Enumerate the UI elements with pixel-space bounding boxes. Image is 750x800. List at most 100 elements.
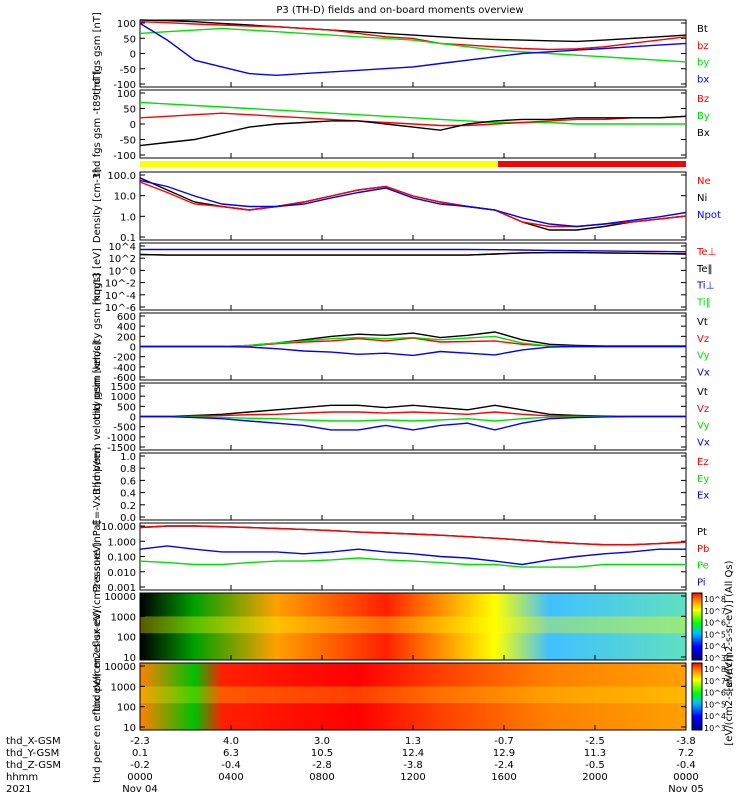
footer-value: 1600 — [491, 772, 516, 783]
legend-entry: bx — [697, 74, 709, 85]
panel-1: 100 50 0 -50 -100 thd fgs gsm [nT] Bt bz by bx — [92, 12, 709, 95]
series-line-Pt — [139, 525, 687, 546]
footer-value: 0800 — [309, 772, 334, 783]
legend-entry: Ti⊥ — [696, 281, 714, 292]
y-tick-label: 0.100 — [107, 553, 136, 564]
y-tick-label: -400 — [113, 363, 136, 374]
y-axis-label: thd peer en eflux eV/(cm2-s-sr-eV) — [92, 610, 103, 783]
series-line-bx — [139, 22, 687, 77]
y-tick-label: 1.000 — [107, 537, 136, 548]
series-line-by — [139, 27, 687, 63]
y-tick-label: 0.0 — [120, 513, 136, 524]
y-tick-label: 10.0 — [114, 192, 136, 203]
colorbar-tick-label: 10^5 — [704, 630, 726, 639]
colorbar-tick-label: 10^3 — [704, 654, 726, 663]
footer-value: -0.7 — [494, 736, 514, 747]
footer-row-label: hhmm — [6, 772, 38, 783]
footer-value: 11.3 — [584, 748, 606, 759]
y-tick-label: 10^4 — [109, 242, 136, 253]
panel-2: 100 50 0 -50 -100 thd fgs gsm -t89 [nT] Bz By Bx — [92, 71, 710, 177]
y-tick-label: 10 — [123, 653, 136, 664]
legend-entry: Pb — [697, 544, 709, 555]
y-axis-label: thd peir en eflux eV/(cm2-s-sr-eV) — [92, 542, 103, 711]
y-tick-label: 0 — [130, 120, 136, 131]
y-tick-label: 10.000 — [101, 522, 136, 533]
y-tick-label: -50 — [120, 65, 136, 76]
colorbar-tick-label: 10^6 — [704, 689, 726, 698]
footer-value: Nov 05 — [668, 784, 703, 795]
mode-bar-yellow — [140, 161, 498, 167]
legend-entry: Ne — [697, 176, 711, 187]
legend-entry: Vt — [697, 317, 708, 328]
legend-entry: Vx — [697, 437, 710, 448]
y-tick-label: 0 — [130, 50, 136, 61]
legend-entry: Ey — [697, 474, 709, 485]
footer-row-label: 2021 — [6, 784, 31, 795]
y-tick-label: -500 — [113, 423, 136, 434]
legend-entry: Vt — [697, 387, 708, 398]
series-line-Pb — [139, 525, 687, 546]
colorbar-tick-label: 10^7 — [704, 677, 726, 686]
legend-entry: Te⊥ — [696, 247, 716, 258]
legend-entry: Ez — [697, 457, 709, 468]
panel-8: 10.000 1.000 0.100 0.010 0.001 Pressure [nPa]… — [92, 521, 709, 594]
panel-frame — [139, 19, 687, 88]
y-tick-label: 1.0 — [120, 452, 136, 463]
footer-row-label: thd_X-GSM — [6, 736, 61, 747]
legend-entry: Vx — [697, 367, 710, 378]
colorbar — [691, 662, 703, 731]
spectrogram-image — [140, 663, 686, 730]
y-axis-label: E=-VxB [mV/m] — [92, 447, 103, 525]
y-tick-label: -1500 — [107, 443, 136, 454]
y-tick-label: 50 — [123, 105, 136, 116]
footer-value: -0.2 — [130, 760, 150, 771]
y-tick-label: 0.2 — [120, 501, 136, 512]
spectrogram-band — [140, 686, 686, 704]
footer-value: 0000 — [673, 772, 698, 783]
series-line-Vy — [140, 335, 686, 348]
y-tick-label: 100 — [117, 703, 136, 714]
y-axis-label: Density [cm-3] — [92, 169, 103, 243]
series-line-bz — [139, 21, 687, 51]
legend-entry: by — [697, 58, 709, 69]
panel-3: 100.0 10.0 1.0 0.1 Density [cm-3] Ne Ni Npot — [92, 169, 721, 244]
legend-entry: Te‖ — [696, 264, 713, 275]
footer-row-label: thd_Y-GSM — [6, 748, 59, 759]
colorbar-tick-label: 10^4 — [704, 642, 726, 651]
y-tick-label: 100.0 — [107, 171, 136, 182]
y-axis-label: Pressure [nPa] — [92, 521, 103, 593]
series-line-Bt — [139, 19, 687, 43]
y-tick-label: -200 — [113, 353, 136, 364]
y-tick-label: -100 — [113, 151, 136, 162]
y-axis-label: thd fgs gsm [nT] — [92, 12, 103, 95]
colorbar-tick-label: 10^3 — [704, 724, 726, 733]
y-tick-label: 10^-4 — [105, 291, 136, 302]
panel-7: 1.00.80.6 0.40.20.0 E=-VxB [mV/m] Ez Ey Ex — [92, 447, 709, 525]
footer-value: -2.8 — [312, 760, 332, 771]
colorbar-units: [eV/(cm2-s-sr-eV)] — [724, 654, 735, 745]
footer-value: -3.8 — [403, 760, 423, 771]
y-tick-label: 0.1 — [120, 233, 136, 244]
y-tick-label: 10^0 — [109, 266, 136, 277]
y-tick-label: 10000 — [104, 662, 136, 673]
y-tick-label: 0 — [130, 413, 136, 424]
y-tick-label: 600 — [117, 312, 136, 323]
legend-entry: Bz — [697, 94, 709, 105]
legend-entry: Vy — [697, 351, 710, 362]
y-tick-label: -1000 — [107, 433, 136, 444]
legend-entry: Ni — [697, 193, 707, 204]
colorbar-units: [eV/(cm2-s-sr-eV)] (All Qs) — [724, 560, 735, 691]
series-line-Vt — [140, 404, 686, 418]
panel-frame — [139, 452, 687, 521]
footer-value: 6.3 — [223, 748, 239, 759]
footer-value: 4.0 — [223, 736, 239, 747]
series-line-Pe — [139, 557, 686, 568]
series-line-Vx — [140, 345, 686, 357]
spectrogram-band — [140, 616, 686, 634]
footer-value: 0400 — [218, 772, 243, 783]
y-tick-label: 10^-2 — [105, 279, 136, 290]
